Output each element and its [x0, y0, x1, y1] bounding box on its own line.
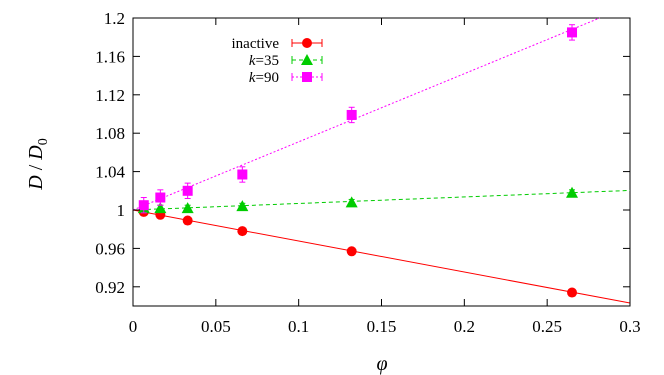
x-tick-label: 0 [129, 317, 138, 336]
legend-label-italic: k [249, 53, 256, 69]
legend-marker [302, 38, 312, 48]
legend-label-rest: inactive [232, 36, 280, 52]
y-tick-label: 1.04 [95, 163, 125, 182]
fit-lines [132, 17, 631, 304]
x-tick-label: 0.25 [532, 317, 562, 336]
legend-label-italic: k [249, 70, 256, 86]
y-axis-label-d0: D [25, 145, 47, 161]
y-tick-label: 0.96 [95, 239, 125, 258]
legend-marker [301, 54, 313, 65]
x-axis-label: φ [376, 353, 387, 375]
y-tick-label: 0.92 [95, 278, 125, 297]
legend-label: inactive [232, 36, 280, 52]
data-point-k=90 [237, 169, 248, 180]
legend-label: k=35 [249, 53, 279, 69]
y-axis-ticks: 0.92 0.96 1 1.04 1.08 1.12 1.16 1.2 [95, 9, 630, 297]
data-point-k=90 [182, 185, 193, 196]
x-tick-label: 0.1 [288, 317, 309, 336]
fit-line-k=35 [132, 189, 631, 211]
fit-line-inactive [132, 209, 631, 304]
y-tick-label: 1.12 [95, 86, 125, 105]
y-tick-label: 1 [117, 201, 126, 220]
x-tick-label: 0.3 [619, 317, 640, 336]
x-tick-label: 0.2 [454, 317, 475, 336]
data-point-k=35 [181, 202, 194, 214]
data-point-k=35 [566, 186, 579, 198]
data-point-k=35 [154, 202, 167, 214]
data-point-inactive [182, 215, 193, 226]
y-axis-label: D / D0 [25, 138, 51, 190]
legend-label: k=90 [249, 70, 279, 86]
data-points [137, 24, 579, 298]
legend-label-rest: =35 [256, 53, 279, 69]
y-tick-label: 1.16 [95, 47, 125, 66]
y-axis-label-main: D [25, 175, 47, 191]
y-tick-label: 1.08 [95, 124, 125, 143]
y-axis-label-sub: 0 [36, 138, 51, 145]
plot-frame [132, 17, 631, 307]
data-point-inactive [346, 246, 357, 257]
fit-line-k=90 [132, 17, 600, 211]
x-tick-label: 0.05 [201, 317, 231, 336]
x-tick-label: 0.15 [367, 317, 397, 336]
data-point-k=90 [567, 27, 578, 38]
y-axis-label-sep: / [25, 160, 47, 176]
y-tick-label: 1.2 [104, 9, 125, 28]
data-point-k=35 [345, 196, 358, 208]
legend-label-rest: =90 [256, 70, 279, 86]
data-point-k=35 [236, 200, 249, 212]
plot-frame-border [132, 17, 631, 307]
data-point-k=90 [155, 192, 166, 203]
data-point-inactive [567, 287, 578, 298]
data-point-inactive [237, 226, 248, 237]
legend-marker [302, 72, 312, 82]
data-point-k=90 [138, 200, 149, 211]
data-point-k=90 [346, 109, 357, 120]
x-axis-ticks: 0 0.05 0.1 0.15 0.2 0.25 0.3 [129, 18, 641, 336]
